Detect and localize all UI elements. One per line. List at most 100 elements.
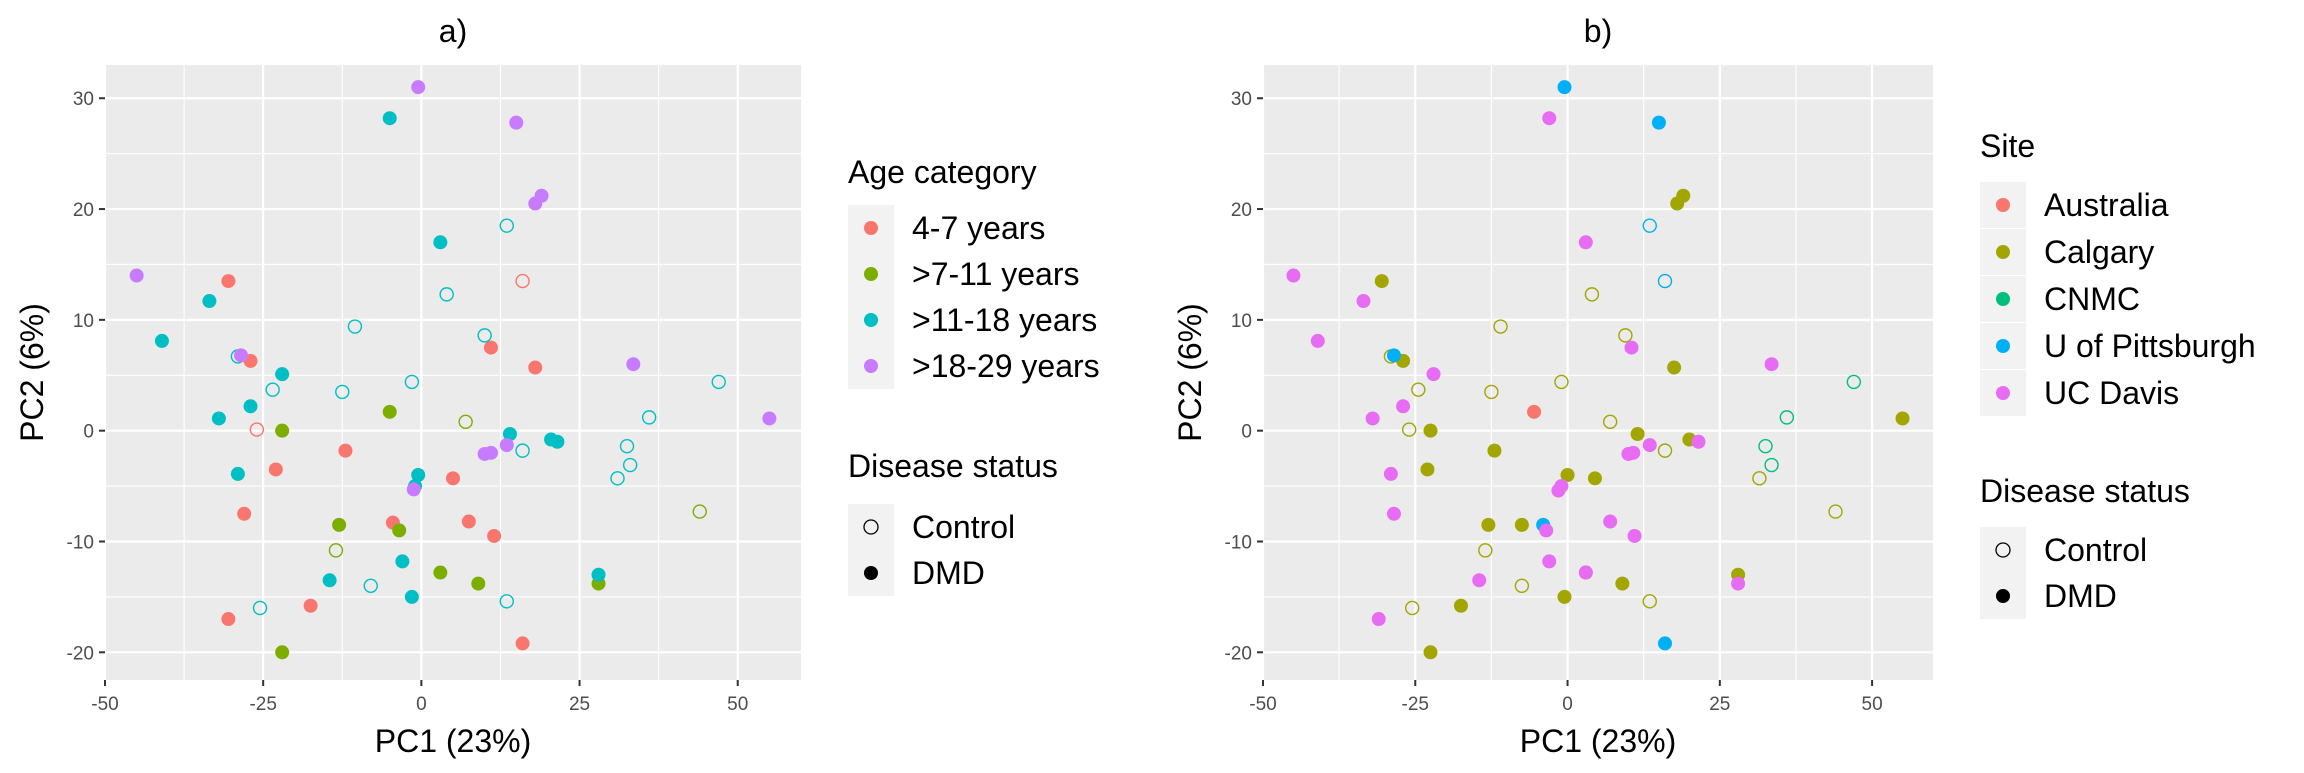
data-point-control bbox=[477, 328, 492, 343]
data-point-dmd bbox=[1539, 523, 1554, 538]
data-point-dmd bbox=[275, 367, 290, 382]
data-point-dmd bbox=[1365, 411, 1380, 426]
data-point-control bbox=[1764, 457, 1779, 473]
data-point-control bbox=[622, 457, 638, 473]
legend-label-dmd: DMD bbox=[912, 555, 985, 591]
y-tick-label: 0 bbox=[83, 422, 94, 443]
legend-label: >7-11 years bbox=[912, 256, 1080, 292]
grid-lines bbox=[103, 65, 801, 680]
data-point-dmd bbox=[382, 404, 397, 419]
y-tick-label: 0 bbox=[1241, 422, 1252, 443]
x-tick-label: -25 bbox=[249, 694, 276, 715]
data-point-control bbox=[1484, 384, 1499, 400]
data-point-dmd bbox=[230, 466, 245, 481]
data-point-control bbox=[711, 374, 726, 390]
x-tick-label: 50 bbox=[1862, 694, 1883, 715]
data-point-control bbox=[1493, 319, 1508, 334]
legend-label: Calgary bbox=[2044, 234, 2154, 270]
data-point-control bbox=[439, 287, 454, 302]
data-point-control bbox=[1401, 422, 1417, 437]
data-point-dmd bbox=[1420, 462, 1435, 477]
data-point-control bbox=[252, 600, 268, 616]
data-point-dmd bbox=[221, 274, 236, 289]
data-point-control bbox=[610, 471, 625, 486]
data-point-dmd bbox=[338, 443, 353, 458]
legend-title-color: Site bbox=[1980, 128, 2035, 164]
data-points bbox=[129, 80, 777, 660]
legend-key-dmd-marker bbox=[864, 566, 878, 580]
data-point-dmd bbox=[591, 567, 606, 582]
data-point-control bbox=[404, 374, 420, 390]
data-point-dmd bbox=[237, 506, 252, 521]
grid-lines bbox=[1261, 65, 1933, 680]
data-point-dmd bbox=[1557, 80, 1572, 95]
legend-label: >18-29 years bbox=[912, 348, 1100, 384]
legend-label-control: Control bbox=[2044, 532, 2147, 568]
chart-title: b) bbox=[1584, 13, 1612, 49]
data-point-dmd bbox=[528, 360, 543, 375]
data-point-dmd bbox=[1578, 565, 1593, 580]
data-point-control bbox=[1657, 273, 1673, 289]
x-tick-label: -50 bbox=[1249, 694, 1276, 715]
data-point-dmd bbox=[411, 80, 426, 95]
x-axis-label: PC1 (23%) bbox=[1520, 723, 1677, 759]
data-point-control bbox=[619, 438, 635, 454]
data-point-dmd bbox=[1453, 598, 1468, 613]
data-point-control bbox=[499, 594, 514, 609]
data-point-control bbox=[1642, 594, 1657, 609]
data-point-dmd bbox=[382, 111, 397, 126]
legend-color-items: 4-7 years >7-11 years >11-18 years >18-29 y… bbox=[848, 205, 1100, 389]
data-point-dmd bbox=[1551, 483, 1566, 498]
y-axis-label: PC2 (6%) bbox=[1172, 303, 1208, 442]
data-point-dmd bbox=[446, 471, 460, 486]
data-point-dmd bbox=[1374, 274, 1389, 289]
y-tick-label: -10 bbox=[67, 532, 94, 553]
legend-label: 4-7 years bbox=[912, 210, 1045, 246]
data-point-dmd bbox=[154, 333, 169, 348]
legend-key-marker bbox=[1996, 292, 2010, 306]
data-point-dmd bbox=[1624, 340, 1639, 355]
data-point-control bbox=[363, 578, 378, 594]
data-point-dmd bbox=[1578, 235, 1593, 250]
data-point-dmd bbox=[202, 294, 217, 309]
y-tick-label: -20 bbox=[67, 643, 94, 664]
data-point-dmd bbox=[1731, 576, 1746, 591]
data-point-dmd bbox=[1386, 506, 1401, 521]
data-point-dmd bbox=[1557, 589, 1572, 604]
data-point-dmd bbox=[762, 411, 777, 426]
data-point-control bbox=[265, 382, 280, 397]
data-point-control bbox=[1411, 382, 1426, 397]
y-tick-label: -10 bbox=[1225, 532, 1252, 553]
x-tick-label: -50 bbox=[91, 694, 118, 715]
data-point-control bbox=[1478, 543, 1493, 558]
data-point-dmd bbox=[234, 348, 249, 363]
x-axis-label: PC1 (23%) bbox=[375, 723, 532, 759]
data-point-dmd bbox=[1651, 115, 1666, 130]
data-point-dmd bbox=[487, 528, 502, 543]
data-point-dmd bbox=[1383, 466, 1398, 481]
axis-ticks: -50 -25 0 25 50 -20 -10 0 10 20 30 bbox=[1225, 89, 1883, 715]
legend-shape-items: Control DMD bbox=[848, 504, 1015, 596]
data-point-dmd bbox=[1627, 528, 1642, 543]
data-point-dmd bbox=[1371, 612, 1386, 627]
x-tick-label: 0 bbox=[1562, 694, 1573, 715]
legend-key-control-marker bbox=[863, 519, 879, 535]
data-point-dmd bbox=[411, 468, 426, 482]
x-tick-label: -25 bbox=[1402, 694, 1429, 715]
data-point-dmd bbox=[1764, 357, 1779, 372]
legend-label: CNMC bbox=[2044, 281, 2140, 317]
legend: Site Australia Calgary CNMC U of Pittsburgh… bbox=[1980, 128, 2256, 619]
data-point-dmd bbox=[1667, 360, 1682, 375]
data-point-dmd bbox=[1676, 188, 1691, 203]
x-tick-label: 25 bbox=[1709, 694, 1730, 715]
data-point-control bbox=[249, 422, 265, 437]
legend-color-items: Australia Calgary CNMC U of Pittsburgh UC Da… bbox=[1980, 182, 2256, 416]
legend-key-control-box bbox=[848, 504, 894, 550]
data-point-dmd bbox=[1587, 471, 1602, 486]
data-point-dmd bbox=[395, 554, 410, 569]
legend-key-control-box bbox=[1980, 527, 2026, 573]
data-point-control bbox=[1657, 443, 1673, 458]
data-point-dmd bbox=[243, 399, 258, 414]
data-point-dmd bbox=[433, 565, 448, 580]
chart-title: a) bbox=[439, 13, 467, 49]
